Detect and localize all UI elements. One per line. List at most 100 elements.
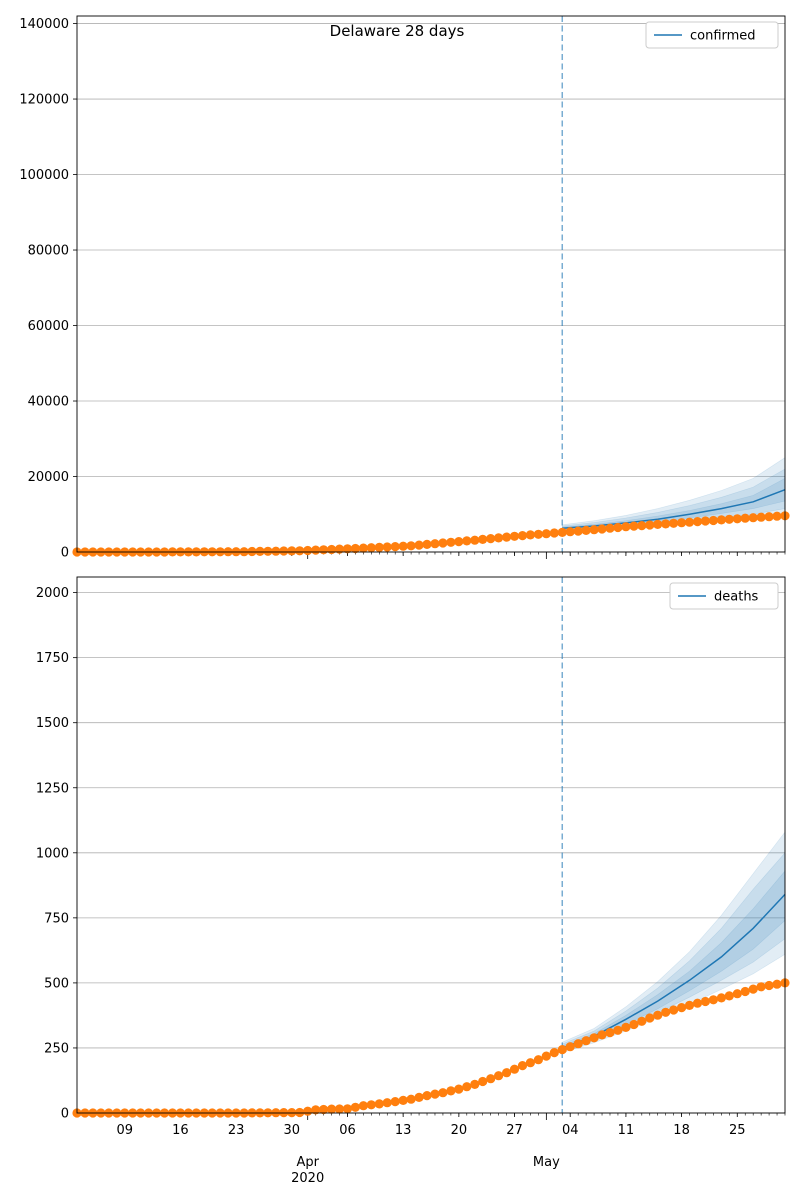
observed-point [255,546,265,557]
observed-point [494,533,504,543]
y-tick-label: 750 [44,911,69,926]
observed-point [581,1036,591,1046]
y-tick-label: 40000 [28,395,69,410]
x-tick-label: 11 [618,1123,635,1138]
observed-point [708,995,719,1005]
observed-point [374,1099,384,1109]
observed-point [287,546,297,556]
observed-point [358,543,368,553]
observed-point [613,522,623,533]
observed-point [303,545,313,556]
observed-point [494,1071,504,1081]
x-tick-label: 13 [395,1123,412,1138]
observed-point [271,546,281,556]
observed-point [509,1064,520,1074]
observed-point [549,528,559,538]
observed-point [470,1079,480,1089]
observed-point [669,1005,679,1015]
x-tick-label: 20 [451,1123,468,1138]
observed-point [319,545,329,555]
observed-point [509,531,520,541]
observed-point [533,529,544,539]
confirmed-panel: 0 20000 40000 60000 80000 100000 120000 140000 c… [19,15,790,561]
observed-point [382,542,392,552]
observed-point [589,525,599,535]
x-month-label: May [533,1155,560,1170]
observed-point [629,521,639,531]
observed-point [446,1086,456,1096]
x-tick-label: 23 [228,1123,245,1138]
observed-point [311,545,321,555]
observed-point [565,1042,575,1052]
observed-point [295,1107,305,1118]
x-tick-label: 04 [562,1123,579,1138]
observed-point [661,519,671,529]
observed-point [653,1010,663,1020]
observed-point [390,542,400,552]
observed-point [374,542,384,553]
x-tick-label: 30 [284,1123,301,1138]
observed-point [398,1095,408,1105]
observed-point [478,1076,488,1087]
observed-point [342,1104,353,1114]
x-year-label: 2020 [291,1171,324,1186]
observed-point [748,513,758,523]
observed-point [334,544,345,554]
observed-point [565,527,575,537]
legend-label: confirmed [690,29,756,44]
observed-point [446,537,456,547]
axes-frame [76,15,786,553]
observed-point [470,535,480,545]
observed-point [319,1104,329,1115]
observed-point [605,1028,615,1038]
observed-point [311,1105,321,1115]
observed-point [502,532,512,542]
observed-point [684,1000,695,1011]
observed-point [557,1045,567,1055]
y-tick-label: 0 [61,1107,69,1122]
observed-point [350,1102,360,1112]
observed-point [724,514,734,524]
legend-box [645,21,779,49]
observed-point [247,546,257,557]
observed-point [756,512,766,522]
y-tick-label: 1750 [36,651,69,666]
observed-point [406,541,416,551]
observed-point [438,1088,448,1098]
observed-point [645,520,655,530]
observed-point [414,1092,424,1102]
observed-point [684,517,695,527]
observed-point [621,1022,631,1032]
observed-point [589,1033,599,1043]
y-tick-label: 1500 [36,716,69,731]
y-tick-label: 140000 [19,17,69,32]
observed-point [334,1104,345,1114]
observed-point [541,529,551,539]
observed-point [772,979,782,989]
observed-point [621,522,631,532]
axes-frame [76,576,786,1114]
observed-point [533,1055,544,1065]
observed-point [756,982,766,992]
observed-point [597,1030,607,1040]
observed-point [502,1068,512,1078]
y-tick-label: 2000 [36,586,69,601]
observed-point [573,526,583,536]
observed-point [366,543,376,553]
observed-point [613,1025,623,1035]
x-tick-label: 09 [116,1123,133,1138]
observed-point [406,1094,416,1104]
observed-point [263,546,273,556]
observed-point [677,518,687,528]
observed-point [358,1101,368,1111]
observed-point [422,539,432,550]
observed-point [645,1013,655,1023]
y-tick-label: 20000 [28,470,69,485]
observed-point [517,531,528,541]
legend-box [669,582,779,610]
observed-point [525,1058,536,1068]
deaths-panel: 0 250 500 750 1000 1250 1500 1750 2000 deaths [36,576,790,1122]
observed-point [557,527,567,538]
x-tick-label: 25 [729,1123,746,1138]
